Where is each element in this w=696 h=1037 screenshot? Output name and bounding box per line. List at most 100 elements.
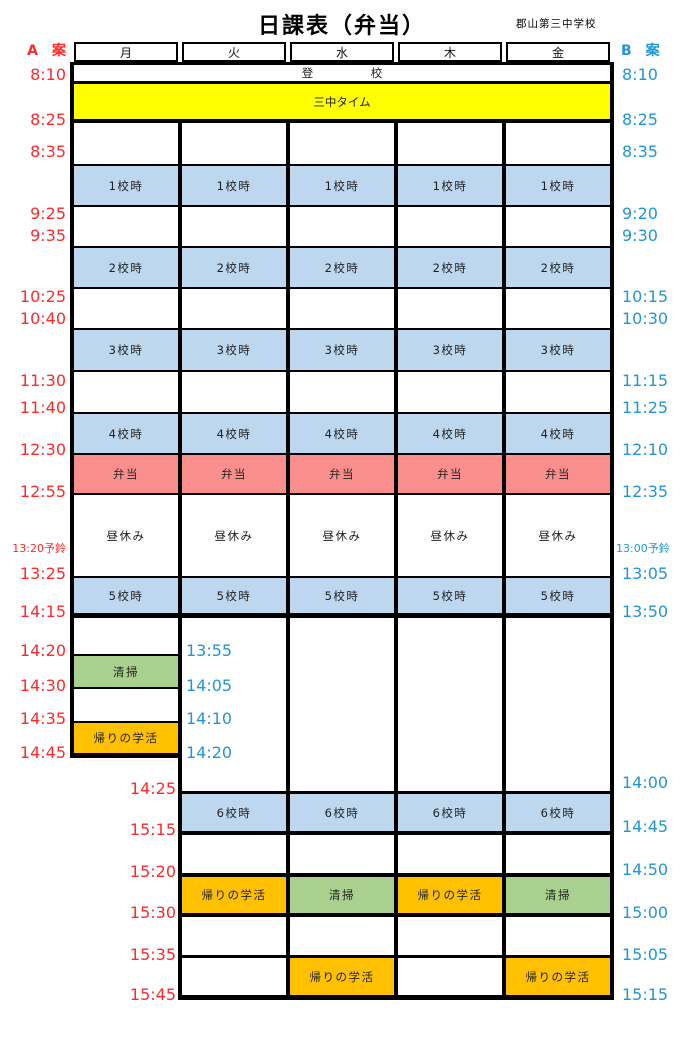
school-name: 郡山第三中学校 bbox=[516, 18, 597, 30]
plan-a-time: 10:25 bbox=[19, 287, 66, 306]
empty-cell bbox=[506, 835, 610, 873]
empty-cell bbox=[290, 618, 394, 791]
empty-cell bbox=[398, 835, 502, 873]
plan-b-time: 15:05 bbox=[622, 945, 669, 964]
cell-fri-period5: 5校時 bbox=[506, 578, 610, 613]
plan-b-label: B 案 bbox=[621, 43, 660, 59]
cell-fri-period6: 6校時 bbox=[506, 794, 610, 831]
cell-fri-period2: 2校時 bbox=[506, 248, 610, 287]
cell-wed-period2: 2校時 bbox=[290, 248, 394, 287]
plan-a-time: 9:35 bbox=[30, 226, 66, 245]
empty-cell bbox=[506, 917, 610, 955]
plan-a-time: 14:35 bbox=[19, 709, 66, 728]
day-header-wed: 水 bbox=[290, 42, 394, 62]
plan-b-time: 8:25 bbox=[622, 110, 658, 129]
empty-cell bbox=[398, 958, 502, 995]
cell-mon-period4: 4校時 bbox=[74, 414, 178, 453]
cell-tue-period2: 2校時 bbox=[182, 248, 286, 287]
day-header-thu: 木 bbox=[398, 42, 502, 62]
plan-a-time: 14:30 bbox=[19, 676, 66, 695]
cell-wed-period4: 4校時 bbox=[290, 414, 394, 453]
empty-cell bbox=[398, 618, 502, 791]
plan-a-time: 8:35 bbox=[30, 142, 66, 161]
empty-cell bbox=[398, 372, 502, 412]
page-title: 日課表（弁当） bbox=[257, 14, 426, 39]
cell-fri-lunch-break: 昼休み bbox=[506, 495, 610, 576]
cell-thu-period6: 6校時 bbox=[398, 794, 502, 831]
cell-thu-period2: 2校時 bbox=[398, 248, 502, 287]
empty-cell bbox=[506, 289, 610, 328]
cell-fri-period4: 4校時 bbox=[506, 414, 610, 453]
empty-cell bbox=[290, 207, 394, 246]
plan-a-time: 8:10 bbox=[30, 65, 66, 84]
cell-thu-homeroom: 帰りの学活 bbox=[398, 877, 502, 913]
cell-attendance: 登 校 bbox=[74, 65, 610, 81]
empty-cell bbox=[290, 835, 394, 873]
plan-a-time: 12:55 bbox=[19, 482, 66, 501]
empty-cell bbox=[506, 123, 610, 164]
cell-sanchu-time: 三中タイム bbox=[74, 84, 610, 119]
plan-b-time: 14:50 bbox=[622, 860, 669, 879]
empty-cell bbox=[74, 289, 178, 328]
cell-mon-bento: 弁当 bbox=[74, 455, 178, 493]
plan-a-time: 10:40 bbox=[19, 309, 66, 328]
plan-a-time: 13:25 bbox=[19, 564, 66, 583]
cell-wed-period6: 6校時 bbox=[290, 794, 394, 831]
empty-cell bbox=[398, 917, 502, 955]
plan-b-time: 10:30 bbox=[622, 309, 669, 328]
plan-a-time: 14:45 bbox=[19, 743, 66, 762]
empty-cell bbox=[74, 123, 178, 164]
cell-mon-period5: 5校時 bbox=[74, 578, 178, 613]
plan-a-time: 15:35 bbox=[129, 945, 176, 964]
empty-cell bbox=[398, 289, 502, 328]
plan-a-time: 9:25 bbox=[30, 204, 66, 223]
empty-cell bbox=[398, 123, 502, 164]
empty-cell bbox=[182, 917, 286, 955]
empty-cell bbox=[182, 958, 286, 995]
plan-b-monday-time: 14:20 bbox=[186, 743, 233, 762]
cell-fri-homeroom: 帰りの学活 bbox=[506, 958, 610, 995]
cell-tue-bento: 弁当 bbox=[182, 455, 286, 493]
cell-tue-period1: 1校時 bbox=[182, 166, 286, 205]
plan-a-time: 14:25 bbox=[129, 779, 176, 798]
plan-b-time: 12:35 bbox=[622, 482, 669, 501]
cell-wed-homeroom: 帰りの学活 bbox=[290, 958, 394, 995]
cell-fri-period3: 3校時 bbox=[506, 330, 610, 370]
empty-cell bbox=[182, 123, 286, 164]
cell-tue-period6: 6校時 bbox=[182, 794, 286, 831]
plan-a-time: 15:15 bbox=[129, 820, 176, 839]
plan-a-time: 11:40 bbox=[19, 398, 66, 417]
empty-cell bbox=[506, 618, 610, 791]
cell-thu-lunch-break: 昼休み bbox=[398, 495, 502, 576]
plan-b-time: 15:15 bbox=[622, 985, 669, 1004]
cell-wed-period1: 1校時 bbox=[290, 166, 394, 205]
plan-b-monday-time: 14:10 bbox=[186, 709, 233, 728]
cell-thu-period1: 1校時 bbox=[398, 166, 502, 205]
plan-b-time: 11:25 bbox=[622, 398, 669, 417]
empty-cell bbox=[182, 289, 286, 328]
plan-b-warning-bell: 13:00予鈴 bbox=[616, 542, 670, 555]
cell-fri-period1: 1校時 bbox=[506, 166, 610, 205]
plan-a-time: 8:25 bbox=[30, 110, 66, 129]
cell-wed-cleaning: 清掃 bbox=[290, 877, 394, 913]
cell-mon-period2: 2校時 bbox=[74, 248, 178, 287]
plan-b-time: 12:10 bbox=[622, 440, 669, 459]
empty-cell bbox=[74, 207, 178, 246]
plan-a-warning-bell: 13:20予鈴 bbox=[12, 542, 66, 555]
plan-b-time: 13:05 bbox=[622, 564, 669, 583]
day-header-fri: 金 bbox=[506, 42, 610, 62]
plan-a-time: 11:30 bbox=[19, 371, 66, 390]
cell-thu-bento: 弁当 bbox=[398, 455, 502, 493]
plan-b-time: 8:10 bbox=[622, 65, 658, 84]
cell-tue-period3: 3校時 bbox=[182, 330, 286, 370]
plan-b-monday-time: 14:05 bbox=[186, 676, 233, 695]
cell-mon-homeroom: 帰りの学活 bbox=[74, 723, 178, 753]
empty-cell bbox=[182, 372, 286, 412]
plan-a-time: 12:30 bbox=[19, 440, 66, 459]
plan-b-time: 10:15 bbox=[622, 287, 669, 306]
plan-b-time: 15:00 bbox=[622, 903, 669, 922]
plan-a-time: 14:15 bbox=[19, 602, 66, 621]
empty-cell bbox=[74, 618, 178, 654]
cell-thu-period3: 3校時 bbox=[398, 330, 502, 370]
